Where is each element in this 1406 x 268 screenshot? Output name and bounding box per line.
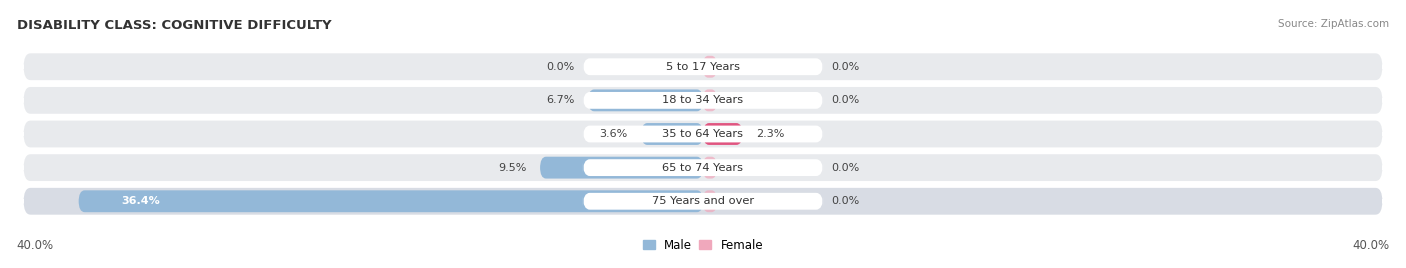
Text: 40.0%: 40.0% — [17, 239, 53, 252]
Text: Source: ZipAtlas.com: Source: ZipAtlas.com — [1278, 19, 1389, 29]
Text: 0.0%: 0.0% — [831, 95, 860, 105]
Text: 9.5%: 9.5% — [498, 163, 526, 173]
FancyBboxPatch shape — [22, 119, 1384, 149]
Text: 0.0%: 0.0% — [831, 163, 860, 173]
FancyBboxPatch shape — [22, 52, 1384, 81]
Text: 2.3%: 2.3% — [756, 129, 785, 139]
Text: 0.0%: 0.0% — [831, 62, 860, 72]
Text: 35 to 64 Years: 35 to 64 Years — [662, 129, 744, 139]
Text: 36.4%: 36.4% — [121, 196, 160, 206]
Text: 40.0%: 40.0% — [1353, 239, 1389, 252]
FancyBboxPatch shape — [22, 153, 1384, 183]
Text: 0.0%: 0.0% — [831, 196, 860, 206]
FancyBboxPatch shape — [641, 123, 703, 145]
Text: 18 to 34 Years: 18 to 34 Years — [662, 95, 744, 105]
Legend: Male, Female: Male, Female — [643, 239, 763, 252]
FancyBboxPatch shape — [583, 92, 823, 109]
Text: DISABILITY CLASS: COGNITIVE DIFFICULTY: DISABILITY CLASS: COGNITIVE DIFFICULTY — [17, 19, 332, 32]
Text: 5 to 17 Years: 5 to 17 Years — [666, 62, 740, 72]
FancyBboxPatch shape — [703, 157, 717, 178]
FancyBboxPatch shape — [583, 126, 823, 142]
FancyBboxPatch shape — [79, 190, 703, 212]
FancyBboxPatch shape — [583, 159, 823, 176]
FancyBboxPatch shape — [583, 193, 823, 210]
FancyBboxPatch shape — [540, 157, 703, 178]
Text: 3.6%: 3.6% — [599, 129, 627, 139]
FancyBboxPatch shape — [703, 190, 717, 212]
FancyBboxPatch shape — [22, 187, 1384, 216]
Text: 0.0%: 0.0% — [546, 62, 574, 72]
Text: 6.7%: 6.7% — [546, 95, 574, 105]
FancyBboxPatch shape — [22, 85, 1384, 115]
Text: 65 to 74 Years: 65 to 74 Years — [662, 163, 744, 173]
FancyBboxPatch shape — [588, 90, 703, 111]
FancyBboxPatch shape — [703, 123, 742, 145]
FancyBboxPatch shape — [703, 56, 717, 78]
FancyBboxPatch shape — [703, 90, 717, 111]
Text: 75 Years and over: 75 Years and over — [652, 196, 754, 206]
FancyBboxPatch shape — [583, 58, 823, 75]
